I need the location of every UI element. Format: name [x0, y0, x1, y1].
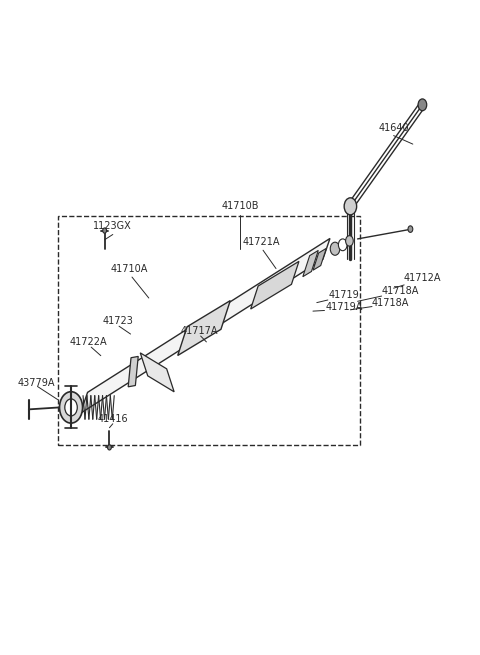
Text: 41722A: 41722A — [70, 337, 108, 347]
Polygon shape — [303, 250, 318, 276]
Polygon shape — [313, 248, 326, 271]
Text: 41718A: 41718A — [382, 286, 419, 297]
Polygon shape — [251, 261, 299, 309]
Polygon shape — [128, 356, 138, 387]
Circle shape — [60, 392, 83, 423]
Circle shape — [108, 445, 111, 450]
Polygon shape — [178, 301, 230, 356]
Polygon shape — [81, 238, 330, 413]
Text: 41719: 41719 — [329, 290, 360, 300]
Circle shape — [330, 242, 340, 255]
Bar — [58, 216, 360, 445]
Text: 41640: 41640 — [378, 122, 409, 133]
Circle shape — [103, 228, 107, 233]
Circle shape — [65, 399, 77, 416]
Circle shape — [344, 198, 357, 215]
Text: 1123GX: 1123GX — [94, 221, 132, 231]
Circle shape — [418, 99, 427, 111]
Circle shape — [408, 226, 413, 233]
Text: 41712A: 41712A — [403, 273, 441, 284]
Text: 43779A: 43779A — [17, 378, 55, 388]
Text: 41710A: 41710A — [111, 263, 148, 274]
Text: 41717A: 41717A — [180, 326, 218, 336]
Circle shape — [338, 239, 347, 251]
Text: 41710B: 41710B — [221, 201, 259, 212]
Text: 41719A: 41719A — [325, 301, 363, 312]
Polygon shape — [140, 353, 174, 392]
Circle shape — [346, 236, 353, 246]
Text: 41723: 41723 — [102, 316, 133, 326]
Text: 41721A: 41721A — [243, 237, 280, 248]
Text: 41416: 41416 — [97, 414, 128, 424]
Text: 41718A: 41718A — [372, 297, 409, 308]
